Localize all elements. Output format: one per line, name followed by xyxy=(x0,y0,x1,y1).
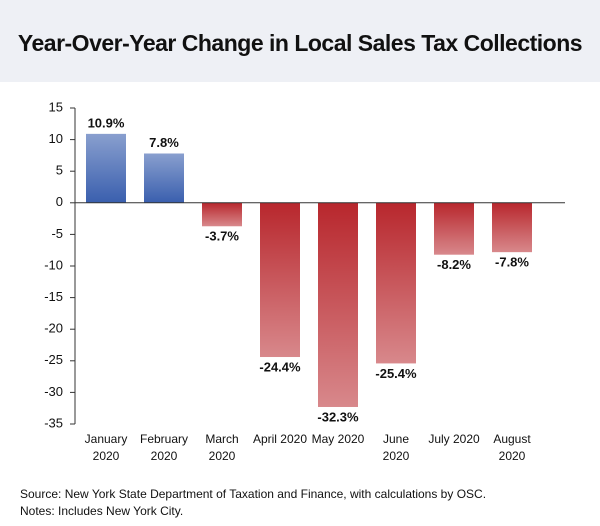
y-tick-label: 0 xyxy=(56,194,63,209)
y-tick-label: -30 xyxy=(44,384,63,399)
bar-shade xyxy=(492,202,532,253)
bar-shade xyxy=(260,202,300,358)
data-label: -3.7% xyxy=(205,229,239,244)
bar-shade xyxy=(434,202,474,255)
data-label: 7.8% xyxy=(149,135,179,150)
x-tick-label: June 2020 xyxy=(382,432,410,463)
y-tick-label: -5 xyxy=(51,226,63,241)
bar-shade xyxy=(144,153,184,203)
data-label: -7.8% xyxy=(495,255,529,270)
data-label: -32.3% xyxy=(317,409,359,424)
bar-shade xyxy=(86,133,126,203)
bar-shade xyxy=(318,202,358,407)
source-note: Source: New York State Department of Tax… xyxy=(20,487,487,501)
x-tick-label: February 2020 xyxy=(139,432,189,463)
x-tick-label: August 2020 xyxy=(493,432,531,463)
y-tick-label: -20 xyxy=(44,321,63,336)
y-tick-label: -10 xyxy=(44,257,63,272)
bar-shade xyxy=(202,202,242,227)
x-tick-label: January 2020 xyxy=(84,432,128,463)
y-tick-label: 5 xyxy=(56,163,63,178)
x-tick-label: July 2020 xyxy=(428,432,480,446)
y-tick-label: 15 xyxy=(49,99,63,114)
data-label: -8.2% xyxy=(437,257,471,272)
notes: Notes: Includes New York City. xyxy=(20,504,184,518)
data-label: -24.4% xyxy=(259,359,301,374)
x-tick-label: March 2020 xyxy=(205,432,239,463)
y-tick-label: 10 xyxy=(49,131,63,146)
data-label: 10.9% xyxy=(88,115,125,130)
y-tick-label: -35 xyxy=(44,415,63,430)
chart-title: Year-Over-Year Change in Local Sales Tax… xyxy=(17,30,583,56)
x-tick-label: May 2020 xyxy=(311,432,365,446)
title-bar xyxy=(0,0,600,82)
y-tick-label: -15 xyxy=(44,289,63,304)
data-label: -25.4% xyxy=(375,366,417,381)
x-tick-label: April 2020 xyxy=(252,432,308,446)
y-tick-label: -25 xyxy=(44,352,63,367)
bar-shade xyxy=(376,202,416,364)
